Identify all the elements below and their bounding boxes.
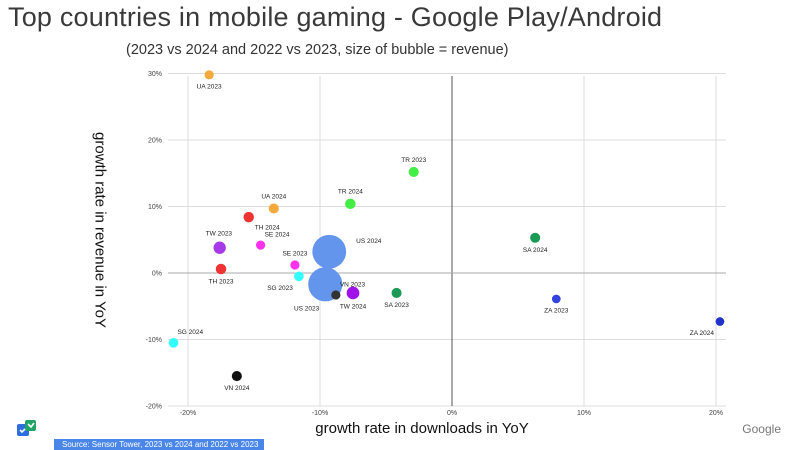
- bubble-sa-2023: [391, 287, 402, 298]
- data-label: SA 2024: [523, 247, 548, 254]
- bubble-th-2024: [243, 211, 254, 223]
- data-label: VN 2024: [224, 385, 250, 392]
- data-labels: UA 2023 TR 2023 TR 2024 UA 2024 TH 2024 TW 20…: [177, 83, 714, 392]
- y-tick-label: 10%: [148, 204, 162, 211]
- data-label: TR 2023: [401, 157, 426, 164]
- chart-title: Top countries in mobile gaming - Google …: [8, 2, 663, 32]
- y-tick-label: 0%: [152, 271, 162, 278]
- data-label: UA 2023: [197, 83, 222, 90]
- x-tick-label: 10%: [577, 410, 591, 417]
- data-label: TW 2024: [340, 303, 367, 310]
- bubble-za-2023: [551, 294, 561, 304]
- bubble-ua-2024: [268, 203, 279, 214]
- bubble-us-2024: [312, 234, 347, 269]
- y-tick-label: -20%: [146, 404, 162, 411]
- bubble-tr-2023: [408, 166, 419, 177]
- data-label: TH 2023: [209, 278, 234, 285]
- data-label: SE 2024: [265, 231, 290, 238]
- grid: [168, 73, 726, 407]
- x-tick-label: 20%: [709, 410, 723, 417]
- bubble-sg-2023: [294, 271, 304, 282]
- sensor-tower-logo-icon: [17, 420, 36, 436]
- bubble-se-2024: [256, 240, 266, 250]
- bubble-za-2024: [715, 317, 725, 326]
- bubbles: [168, 70, 725, 382]
- source-note: Source: Sensor Tower, 2023 vs 2024 and 2…: [54, 439, 264, 450]
- data-label: TR 2024: [338, 189, 363, 196]
- data-label: SG 2024: [177, 329, 203, 336]
- x-tick-label: -20%: [180, 410, 196, 417]
- google-logo: Google: [742, 422, 781, 436]
- bubble-tw-2024: [346, 286, 360, 300]
- bubble-sa-2024: [530, 232, 541, 243]
- data-label: TH 2024: [255, 224, 280, 231]
- x-axis-label: growth rate in downloads in YoY: [315, 420, 529, 437]
- data-label: SE 2023: [282, 250, 307, 257]
- y-tick-label: 30%: [148, 71, 162, 78]
- bubble-vn-2024: [231, 371, 242, 382]
- chart-subtitle: (2023 vs 2024 and 2022 vs 2023, size of …: [126, 42, 509, 58]
- data-label: SG 2023: [267, 285, 293, 292]
- data-label: ZA 2024: [690, 330, 715, 337]
- bubble-ua-2023: [204, 70, 214, 80]
- bubble-tw-2023: [213, 241, 226, 254]
- data-label: SA 2023: [384, 302, 409, 309]
- data-label: ZA 2023: [544, 307, 569, 314]
- data-label: VN 2023: [340, 281, 366, 288]
- x-tick-label: 0%: [447, 410, 457, 417]
- y-tick-label: -10%: [146, 337, 162, 344]
- x-tick-label: -10%: [312, 410, 328, 417]
- y-tick-label: 20%: [148, 138, 162, 145]
- axes: -20% -10% 0% 10% 20% -20% -10% 0% 10% 20% 30%: [146, 71, 726, 417]
- data-label: US 2024: [356, 238, 382, 245]
- data-label: UA 2024: [261, 193, 286, 200]
- bubble-vn-2023: [331, 290, 341, 300]
- bubble-tr-2024: [345, 198, 356, 210]
- data-label: US 2023: [294, 305, 320, 312]
- bubble-se-2023: [290, 260, 300, 270]
- bubble-sg-2024: [168, 338, 179, 348]
- data-label: TW 2023: [206, 231, 233, 238]
- bubble-th-2023: [215, 263, 227, 275]
